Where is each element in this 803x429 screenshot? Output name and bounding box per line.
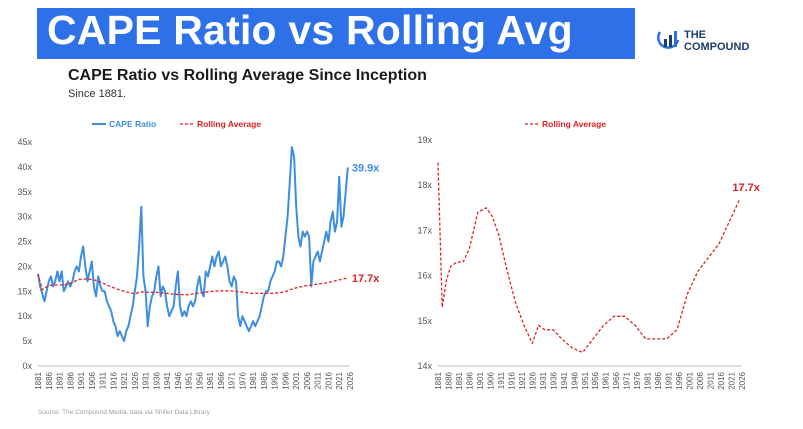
- x-tick-label: 1921: [518, 371, 527, 389]
- x-tick-label: 1946: [570, 371, 579, 389]
- y-tick-label: 15x: [17, 286, 32, 296]
- x-tick-label: 2011: [314, 371, 323, 389]
- y-tick-label: 10x: [17, 311, 32, 321]
- x-tick-label: 1966: [217, 371, 226, 389]
- x-tick-label: 1926: [528, 371, 537, 389]
- cape-ratio-line: [37, 146, 349, 343]
- x-tick-label: 1981: [644, 371, 653, 389]
- x-tick-label: 1941: [163, 371, 172, 389]
- x-tick-label: 1931: [142, 371, 151, 389]
- x-tick-label: 2016: [717, 371, 726, 389]
- x-tick-label: 1966: [612, 371, 621, 389]
- x-tick-label: 1881: [434, 371, 443, 389]
- logo-icon: [657, 31, 680, 49]
- x-tick-label: 1981: [249, 371, 258, 389]
- x-tick-label: 2001: [292, 371, 301, 389]
- x-tick-label: 1961: [602, 371, 611, 389]
- x-tick-label: 1956: [591, 371, 600, 389]
- y-tick-label: 14x: [417, 361, 432, 371]
- x-tick-label: 1941: [560, 371, 569, 389]
- x-tick-label: 2001: [686, 371, 695, 389]
- x-tick-label: 2006: [303, 371, 312, 389]
- x-tick-label: 1976: [238, 371, 247, 389]
- x-tick-label: 1896: [66, 371, 75, 389]
- y-tick-label: 25x: [17, 237, 32, 247]
- x-tick-label: 1926: [131, 371, 140, 389]
- rolling-end-label: 17.7x: [732, 182, 760, 194]
- x-tick-label: 1951: [185, 371, 194, 389]
- rolling-average-line: [437, 162, 741, 354]
- banner-title: CAPE Ratio vs Rolling Avg: [47, 7, 573, 53]
- y-tick-label: 5x: [22, 336, 32, 346]
- x-tick-label: 1896: [465, 371, 474, 389]
- x-tick-label: 2021: [335, 371, 344, 389]
- y-tick-label: 35x: [17, 187, 32, 197]
- chart-subtitle: CAPE Ratio vs Rolling Average Since Ince…: [68, 67, 427, 84]
- logo-line1: THE: [684, 29, 706, 41]
- x-tick-label: 1956: [195, 371, 204, 389]
- x-tick-label: 1891: [455, 371, 464, 389]
- x-tick-label: 1916: [109, 371, 118, 389]
- legend-label: CAPE Ratio: [109, 119, 156, 129]
- x-tick-label: 1991: [271, 371, 280, 389]
- logo-line2: COMPOUND: [684, 41, 750, 53]
- x-tick-label: 2006: [696, 371, 705, 389]
- x-tick-label: 1901: [77, 371, 86, 389]
- y-tick-label: 15x: [417, 316, 432, 326]
- x-tick-label: 1961: [206, 371, 215, 389]
- x-tick-label: 1976: [633, 371, 642, 389]
- x-tick-label: 1936: [549, 371, 558, 389]
- x-tick-label: 1916: [507, 371, 516, 389]
- x-tick-label: 1931: [539, 371, 548, 389]
- y-tick-label: 16x: [417, 271, 432, 281]
- logo-text: THE COMPOUND: [684, 29, 749, 53]
- y-tick-label: 30x: [17, 212, 32, 222]
- y-tick-label: 0x: [22, 361, 32, 371]
- x-tick-label: 1986: [260, 371, 269, 389]
- x-tick-label: 1906: [486, 371, 495, 389]
- chart-subnote: Since 1881.: [68, 88, 127, 100]
- x-tick-label: 2026: [346, 371, 355, 389]
- x-tick-label: 1986: [654, 371, 663, 389]
- x-tick-label: 1936: [152, 371, 161, 389]
- x-tick-label: 1886: [45, 371, 54, 389]
- x-tick-label: 1886: [444, 371, 453, 389]
- x-tick-label: 1971: [228, 371, 237, 389]
- x-tick-label: 1996: [675, 371, 684, 389]
- y-tick-label: 19x: [417, 135, 432, 145]
- x-tick-label: 1996: [281, 371, 290, 389]
- x-tick-label: 1911: [497, 371, 506, 389]
- rolling-end-label: 17.7x: [352, 273, 380, 285]
- x-tick-label: 2016: [324, 371, 333, 389]
- x-tick-label: 1946: [174, 371, 183, 389]
- x-tick-label: 2011: [707, 371, 716, 389]
- x-tick-label: 1951: [581, 371, 590, 389]
- x-tick-label: 1911: [99, 371, 108, 389]
- compound-logo: [657, 31, 680, 49]
- legend-label: Rolling Average: [542, 119, 606, 129]
- y-tick-label: 18x: [417, 180, 432, 190]
- y-tick-label: 40x: [17, 162, 32, 172]
- x-tick-label: 1906: [88, 371, 97, 389]
- source-note: Source: The Compound Media, data via Shi…: [38, 409, 210, 416]
- x-tick-label: 1991: [665, 371, 674, 389]
- y-tick-label: 45x: [17, 137, 32, 147]
- x-tick-label: 1891: [56, 371, 65, 389]
- x-tick-label: 1901: [476, 371, 485, 389]
- cape-end-label: 39.9x: [352, 162, 380, 174]
- cape-vs-rolling-chart: 0x 5x 10x 15x 20x 25x 30x 35x 40x 45x 1881 1886 1891…: [17, 119, 380, 390]
- x-tick-label: 1881: [34, 371, 43, 389]
- legend-label: Rolling Average: [197, 119, 261, 129]
- x-tick-label: 2021: [728, 371, 737, 389]
- x-tick-label: 2026: [738, 371, 747, 389]
- x-tick-label: 1971: [623, 371, 632, 389]
- rolling-average-line: [37, 273, 348, 296]
- x-tick-label: 1921: [120, 371, 129, 389]
- title-banner: [37, 8, 635, 59]
- y-tick-label: 17x: [417, 225, 432, 235]
- y-tick-label: 20x: [17, 261, 32, 271]
